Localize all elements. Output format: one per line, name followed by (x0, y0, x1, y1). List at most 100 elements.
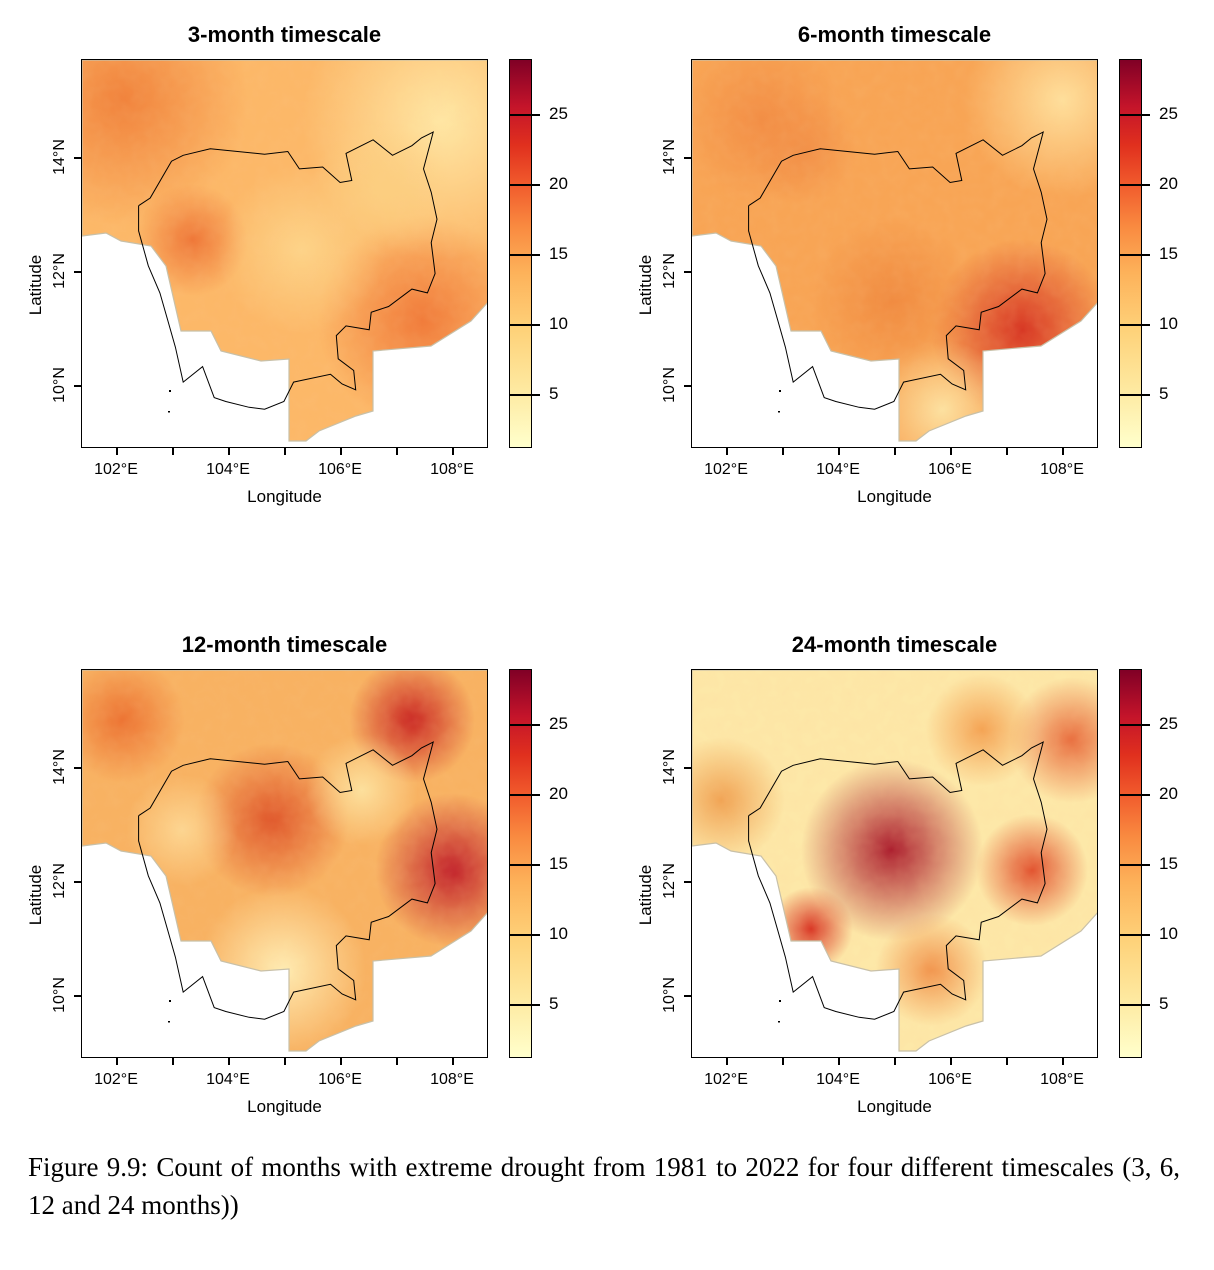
x-axis-label: Longitude (857, 487, 932, 506)
y-tick-label: 14°N (51, 749, 68, 785)
x-axis-tick (950, 448, 952, 455)
cambodia-border (138, 741, 438, 1020)
x-axis-tick (1062, 1058, 1064, 1065)
x-axis-tick (172, 448, 174, 455)
x-axis-tick (340, 448, 342, 455)
colorbar-tick (509, 114, 540, 116)
y-tick-label: 12°N (661, 253, 678, 289)
y-axis-tick (74, 995, 81, 997)
colorbar-tick (509, 864, 540, 866)
x-tick-label: 104°E (206, 461, 250, 478)
x-axis-tick (116, 1058, 118, 1065)
cambodia-border (748, 741, 1048, 1020)
map-panel-4: 24-month timescale (610, 610, 1214, 1170)
x-axis-tick (1006, 448, 1008, 455)
colorbar (509, 669, 532, 1058)
panel-title: 24-month timescale (791, 632, 998, 657)
x-axis-tick (284, 448, 286, 455)
colorbar-tick-label: 20 (1159, 784, 1178, 803)
colorbar-tick-label: 10 (1159, 314, 1178, 333)
colorbar-tick-label: 5 (1159, 994, 1169, 1013)
map-panel-3: 12-month timescale (0, 610, 610, 1170)
colorbar-tick (509, 394, 540, 396)
x-axis-tick (894, 448, 896, 455)
island-mark (779, 390, 781, 392)
colorbar-tick (509, 1004, 540, 1006)
colorbar-tick-label: 15 (549, 244, 568, 263)
y-axis-tick (74, 157, 81, 159)
x-tick-label: 106°E (928, 461, 972, 478)
island-mark (169, 390, 171, 392)
map-plot-area (81, 59, 488, 448)
x-axis-tick (452, 448, 454, 455)
colorbar (1119, 59, 1142, 448)
colorbar-tick (509, 184, 540, 186)
map-plot-area (691, 59, 1098, 448)
x-axis-tick (726, 1058, 728, 1065)
x-axis-tick (452, 1058, 454, 1065)
y-tick-label: 10°N (661, 367, 678, 403)
drought-count-raster (82, 60, 487, 441)
colorbar-tick-label: 15 (1159, 244, 1178, 263)
colorbar-tick (1119, 864, 1150, 866)
x-tick-label: 102°E (704, 461, 748, 478)
x-tick-label: 108°E (1040, 461, 1084, 478)
colorbar-tick-label: 20 (549, 784, 568, 803)
colorbar-tick (1119, 1004, 1150, 1006)
x-axis-tick (228, 1058, 230, 1065)
island-mark (778, 1021, 780, 1023)
colorbar-tick (509, 794, 540, 796)
colorbar-tick-label: 25 (549, 104, 568, 123)
map-plot-area (81, 669, 488, 1058)
x-tick-label: 108°E (1040, 1071, 1084, 1088)
colorbar-tick-label: 25 (1159, 104, 1178, 123)
y-tick-label: 12°N (51, 863, 68, 899)
x-tick-label: 104°E (816, 1071, 860, 1088)
y-tick-label: 10°N (661, 977, 678, 1013)
x-tick-label: 102°E (704, 1071, 748, 1088)
x-tick-label: 102°E (94, 1071, 138, 1088)
drought-count-raster (692, 670, 1097, 1051)
colorbar-tick-label: 10 (1159, 924, 1178, 943)
island-mark (168, 1021, 170, 1023)
drought-count-raster (692, 60, 1097, 441)
colorbar-tick-label: 10 (549, 314, 568, 333)
x-tick-label: 108°E (430, 461, 474, 478)
x-axis-tick (838, 448, 840, 455)
colorbar-tick (509, 724, 540, 726)
y-axis-tick (74, 385, 81, 387)
y-axis-tick (684, 157, 691, 159)
y-axis-tick (684, 995, 691, 997)
colorbar-tick-label: 20 (1159, 174, 1178, 193)
colorbar-tick-label: 5 (549, 994, 559, 1013)
panel-title: 12-month timescale (181, 632, 388, 657)
colorbar-tick-label: 10 (549, 924, 568, 943)
colorbar-tick (1119, 184, 1150, 186)
x-tick-label: 102°E (94, 461, 138, 478)
y-axis-label: Latitude (26, 254, 45, 316)
x-axis-tick (950, 1058, 952, 1065)
y-axis-tick (74, 767, 81, 769)
x-axis-tick (116, 448, 118, 455)
colorbar-tick (1119, 934, 1150, 936)
x-axis-tick (1062, 448, 1064, 455)
island-mark (779, 1000, 781, 1002)
x-axis-label: Longitude (247, 487, 322, 506)
x-axis-label: Longitude (857, 1097, 932, 1116)
x-axis-tick (396, 448, 398, 455)
x-axis-tick (726, 448, 728, 455)
x-axis-tick (1006, 1058, 1008, 1065)
x-tick-label: 106°E (318, 1071, 362, 1088)
panel-title: 6-month timescale (797, 22, 992, 47)
colorbar-tick (509, 254, 540, 256)
colorbar-tick-label: 15 (1159, 854, 1178, 873)
colorbar-tick (1119, 724, 1150, 726)
island-mark (168, 411, 170, 413)
colorbar-tick (509, 324, 540, 326)
y-tick-label: 14°N (51, 139, 68, 175)
y-axis-tick (684, 385, 691, 387)
x-tick-label: 106°E (928, 1071, 972, 1088)
x-axis-tick (228, 448, 230, 455)
colorbar (1119, 669, 1142, 1058)
data-region-edge (82, 60, 487, 442)
